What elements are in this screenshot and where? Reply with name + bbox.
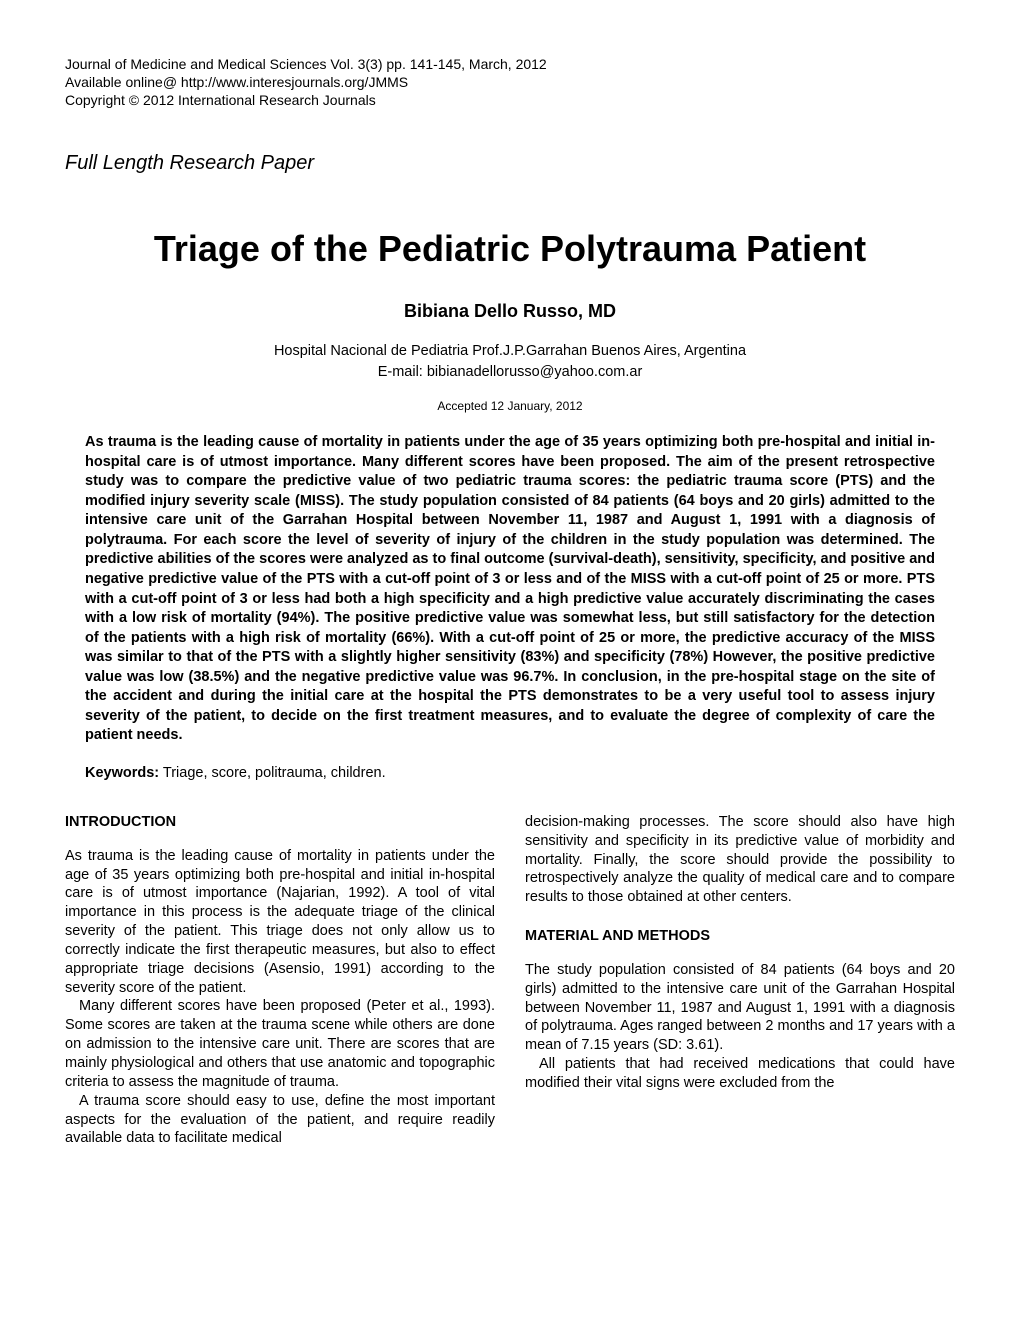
body-paragraph: decision-making processes. The score sho… <box>525 813 955 907</box>
affiliation: Hospital Nacional de Pediatria Prof.J.P.… <box>65 342 955 361</box>
author-email: E-mail: bibianadellorusso@yahoo.com.ar <box>65 363 955 382</box>
paper-type: Full Length Research Paper <box>65 150 955 176</box>
body-paragraph: All patients that had received medicatio… <box>525 1055 955 1093</box>
keywords-text: Triage, score, politrauma, children. <box>159 765 385 781</box>
right-column: decision-making processes. The score sho… <box>525 813 955 1148</box>
online-line: Available online@ http://www.interesjour… <box>65 73 955 91</box>
keywords-label: Keywords: <box>85 765 159 781</box>
material-methods-heading: MATERIAL AND METHODS <box>525 927 955 946</box>
body-paragraph: A trauma score should easy to use, defin… <box>65 1092 495 1149</box>
paper-title: Triage of the Pediatric Polytrauma Patie… <box>65 226 955 273</box>
left-column: INTRODUCTION As trauma is the leading ca… <box>65 813 495 1148</box>
abstract: As trauma is the leading cause of mortal… <box>85 433 935 746</box>
accepted-date: Accepted 12 January, 2012 <box>65 399 955 415</box>
introduction-heading: INTRODUCTION <box>65 813 495 832</box>
copyright-line: Copyright © 2012 International Research … <box>65 91 955 109</box>
body-columns: INTRODUCTION As trauma is the leading ca… <box>65 813 955 1148</box>
journal-line: Journal of Medicine and Medical Sciences… <box>65 55 955 73</box>
body-paragraph: The study population consisted of 84 pat… <box>525 961 955 1055</box>
body-paragraph: Many different scores have been proposed… <box>65 997 495 1091</box>
body-paragraph: As trauma is the leading cause of mortal… <box>65 847 495 998</box>
keywords: Keywords: Triage, score, politrauma, chi… <box>85 764 935 783</box>
author-name: Bibiana Dello Russo, MD <box>65 300 955 323</box>
journal-header: Journal of Medicine and Medical Sciences… <box>65 55 955 110</box>
